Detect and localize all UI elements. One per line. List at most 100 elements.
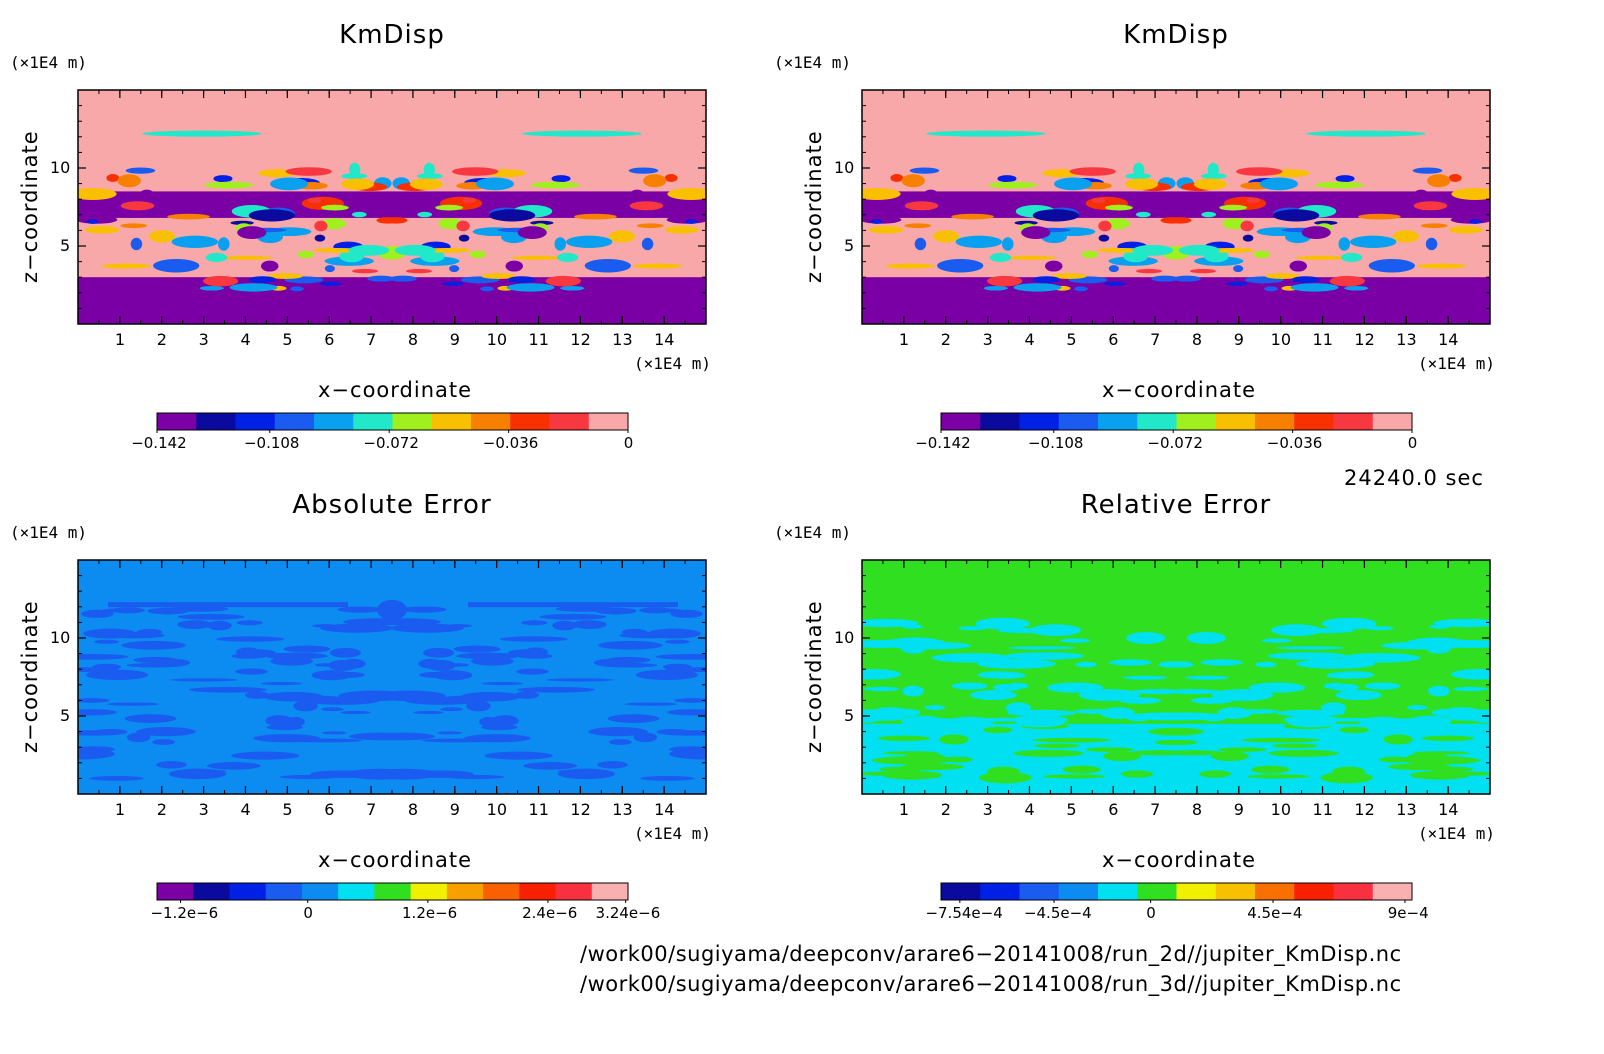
x-tick-label: 5	[282, 800, 293, 819]
field-blob	[199, 285, 224, 291]
field-blob	[1013, 283, 1062, 292]
field-blob	[1007, 646, 1076, 650]
field-blob	[1123, 675, 1168, 680]
field-blob	[1052, 273, 1087, 280]
colorbar-label: 2.4e−6	[522, 904, 578, 922]
field-blob	[1410, 770, 1470, 780]
field-blob	[1222, 218, 1247, 230]
field-blob	[412, 625, 434, 633]
chart-title: Absolute Error	[292, 490, 492, 520]
field-blob	[78, 188, 117, 200]
x-unit-label: (×1E4 m)	[634, 354, 712, 373]
field-blob	[1098, 234, 1110, 242]
field-blob	[321, 204, 349, 211]
field-blob	[153, 258, 200, 273]
colorbar-swatch	[196, 413, 236, 430]
field-blob	[656, 728, 691, 735]
field-blob	[1357, 213, 1401, 220]
field-blob	[86, 219, 99, 224]
field-blob	[340, 710, 371, 715]
x-tick-label: 13	[1396, 330, 1417, 349]
x-tick-label: 12	[570, 800, 591, 819]
colorbar-swatch	[1333, 883, 1374, 900]
x-tick-label: 1	[898, 330, 910, 349]
field-blob	[1135, 268, 1163, 274]
field-blob	[517, 226, 547, 240]
field-background	[78, 560, 706, 794]
field-blob	[83, 628, 137, 639]
colorbar-swatch	[1019, 413, 1060, 430]
field-blob	[78, 653, 129, 660]
field-blob	[213, 175, 233, 183]
field-blob	[665, 667, 706, 673]
field-blob	[554, 237, 567, 251]
field-blob	[484, 751, 553, 760]
field-blob	[1030, 624, 1081, 637]
field-blob	[78, 752, 112, 757]
field-blob	[217, 237, 230, 251]
field-blob	[1078, 689, 1141, 702]
x-tick-label: 10	[1270, 800, 1292, 819]
field-blob	[171, 235, 219, 249]
field-blob	[350, 625, 372, 633]
field-blob	[170, 678, 238, 682]
colorbar-label: −0.036	[1266, 434, 1323, 452]
field-blob	[890, 174, 904, 182]
colorbar-label: −0.142	[915, 434, 971, 452]
x-tick-label: 4	[1024, 800, 1035, 819]
field-blob	[1412, 751, 1470, 755]
field-blob	[997, 175, 1017, 183]
field-blob	[475, 177, 514, 191]
field-blob	[126, 732, 151, 743]
field-blob	[456, 652, 521, 660]
x-tick-label: 1	[114, 330, 126, 349]
colorbar-swatch	[410, 883, 448, 900]
field-blob	[314, 663, 336, 667]
field-blob	[1098, 220, 1112, 232]
field-blob	[885, 263, 935, 269]
field-blob	[1414, 189, 1429, 199]
field-blob	[168, 606, 229, 612]
field-blob	[1268, 749, 1339, 757]
x-unit-label: (×1E4 m)	[634, 824, 712, 843]
field-blob	[1207, 162, 1219, 177]
field-blob	[1081, 250, 1099, 259]
chart-kmdisp-3d: KmDisp (×1E4 m) z−coordinate (×1E4 m) x−…	[774, 0, 1544, 470]
field-blob	[1152, 727, 1204, 736]
time-label: 24240.0 sec	[1344, 466, 1484, 490]
field-blob	[324, 265, 335, 273]
field-blob	[236, 620, 263, 626]
colorbar-frame	[940, 412, 1413, 431]
field-blob	[970, 690, 1017, 701]
colorbar-swatch	[446, 883, 484, 900]
field-blob	[445, 774, 505, 780]
field-blob	[1295, 255, 1345, 260]
field-blob	[1329, 275, 1365, 287]
field-blob	[133, 656, 179, 664]
field-blob	[636, 223, 664, 229]
field-blob	[584, 258, 631, 273]
y-unit-label: (×1E4 m)	[10, 523, 88, 542]
x-tick-label: 11	[528, 800, 549, 819]
colorbar-label: −0.142	[131, 434, 187, 452]
field-blob	[640, 775, 695, 781]
colorbar-swatch	[1098, 413, 1138, 430]
field-blob	[177, 613, 245, 620]
colorbar-frame	[156, 882, 629, 901]
plot-area	[77, 559, 707, 903]
field-blob	[926, 130, 1046, 137]
field-blob	[367, 275, 395, 282]
field-blob	[1161, 750, 1224, 756]
field-blob	[451, 167, 499, 176]
colorbar-label: −0.072	[1147, 434, 1203, 452]
x-tick-label: 9	[1233, 800, 1244, 819]
colorbar-label: 0	[303, 904, 313, 922]
field-blob	[260, 682, 303, 686]
colorbar-swatch	[235, 413, 276, 430]
field-blob	[1073, 709, 1117, 714]
x-tick-label: 3	[198, 330, 209, 349]
colorbar-label: 0	[1146, 904, 1156, 922]
y-tick-label: 10	[834, 158, 855, 177]
field-blob	[552, 620, 577, 631]
field-blob	[522, 130, 642, 137]
